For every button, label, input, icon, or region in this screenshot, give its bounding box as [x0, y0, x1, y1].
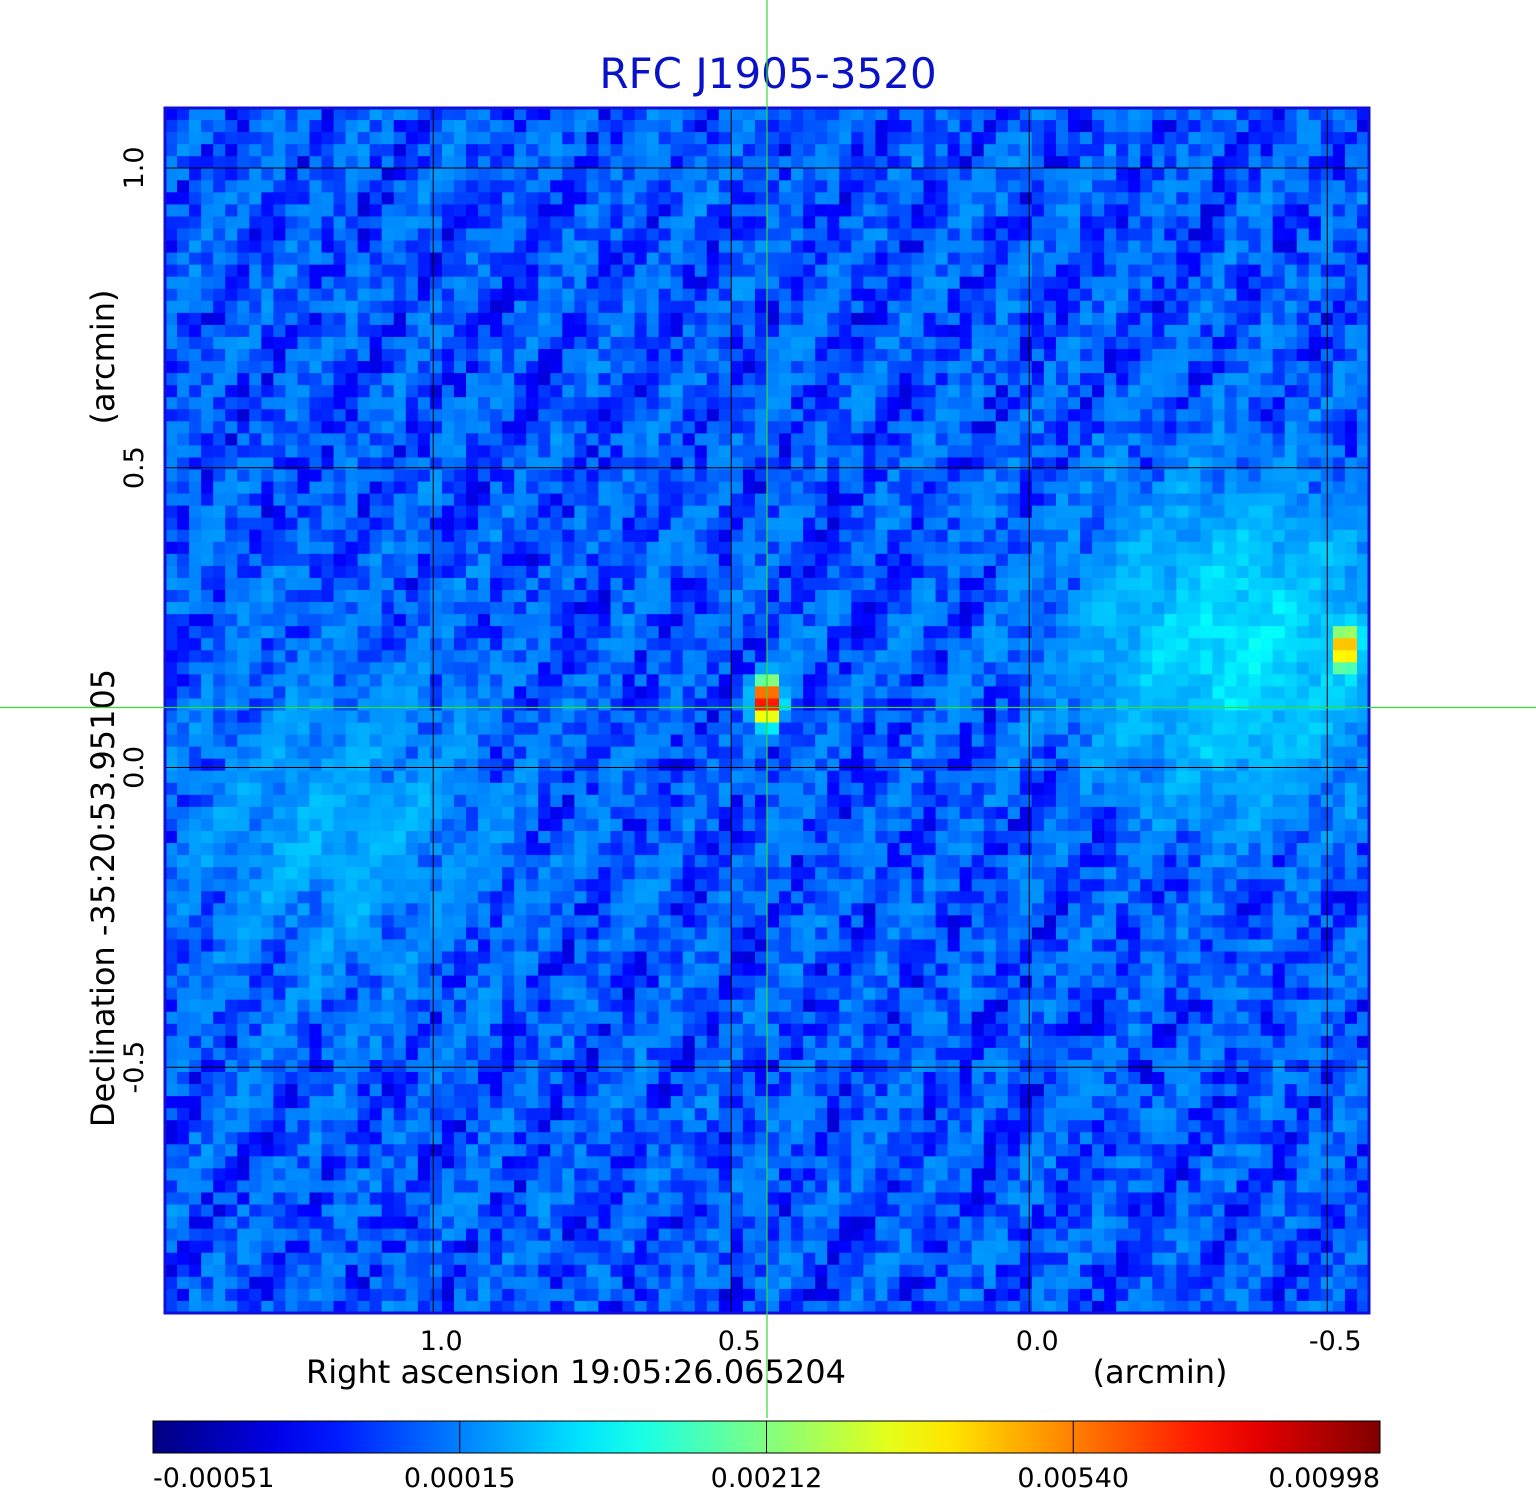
y-axis-unit: (arcmin)	[84, 290, 122, 425]
x-axis-unit: (arcmin)	[1093, 1353, 1228, 1391]
x-tick-label: 0.0	[1016, 1326, 1059, 1357]
colorbar-label: -0.00051	[153, 1463, 274, 1494]
heatmap-cells	[165, 108, 1370, 1314]
colorbar-label: 0.00540	[1017, 1463, 1129, 1494]
x-tick-label: 0.5	[718, 1326, 761, 1357]
colorbar-label: 0.00998	[1268, 1463, 1380, 1494]
x-tick-label: 1.0	[420, 1326, 463, 1357]
colorbar-label: 0.00212	[711, 1463, 823, 1494]
chart-title: RFC J1905-3520	[599, 49, 937, 98]
x-tick-label: -0.5	[1309, 1326, 1362, 1357]
y-tick-label: 0.5	[119, 446, 150, 489]
y-axis-label: Declination -35:20:53.95105	[84, 669, 122, 1127]
y-tick-label: -0.5	[119, 1041, 150, 1094]
y-tick-label: 1.0	[119, 146, 150, 189]
x-axis-label: Right ascension 19:05:26.065204	[306, 1353, 846, 1391]
grid-lines	[165, 108, 1369, 1313]
y-tick-label: 0.0	[119, 746, 150, 789]
colorbar-label: 0.00015	[404, 1463, 516, 1494]
